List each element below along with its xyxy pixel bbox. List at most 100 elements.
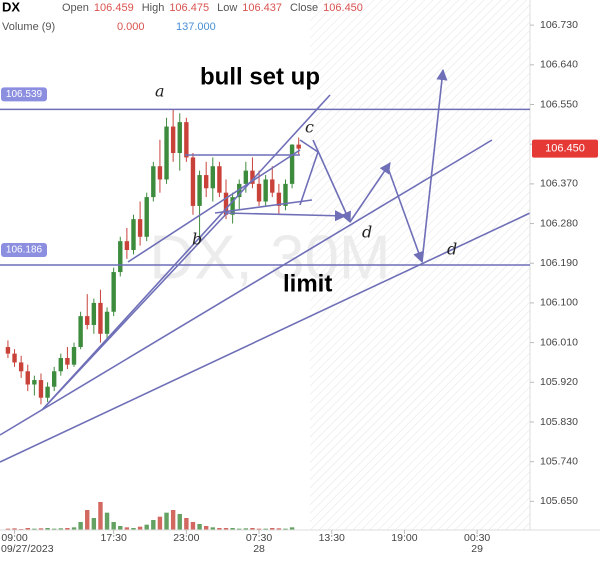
volume-bar xyxy=(111,522,116,530)
legend-value: 106.437 xyxy=(242,2,282,14)
trend-line xyxy=(41,94,331,411)
candle-body xyxy=(164,126,169,180)
annotation: b xyxy=(192,230,202,249)
legend-label: Open xyxy=(62,2,89,14)
annotation: c xyxy=(305,118,314,137)
y-tick-label: 106.010 xyxy=(540,336,578,348)
legend-value: 106.450 xyxy=(323,2,363,14)
trend-line xyxy=(0,212,531,463)
candle-body xyxy=(210,166,215,189)
volume-bar xyxy=(38,528,44,530)
x-tick-label: 17:30 xyxy=(101,532,127,544)
y-tick-label: 106.730 xyxy=(540,19,578,31)
volume-bar xyxy=(104,512,110,530)
candle-body xyxy=(91,302,97,325)
volume-bar xyxy=(270,528,275,530)
date-tick-label: 29 xyxy=(471,543,483,555)
candle-body xyxy=(296,144,301,149)
volume-bar xyxy=(45,528,50,530)
candle-body xyxy=(124,241,130,251)
candle-body xyxy=(217,166,222,193)
candle-body xyxy=(12,353,17,363)
y-tick-label: 105.650 xyxy=(540,495,578,507)
volume-bar xyxy=(25,528,30,530)
candle-body xyxy=(230,197,235,215)
candle-body xyxy=(197,175,202,206)
candle-body xyxy=(157,166,163,180)
volume-bar xyxy=(237,528,242,530)
legend-value: 106.475 xyxy=(169,2,209,14)
volume-bar xyxy=(184,518,189,530)
candle-body xyxy=(25,371,30,385)
volume-bar xyxy=(250,528,255,530)
volume-bar xyxy=(58,528,63,530)
level-label: 106.186 xyxy=(6,245,43,256)
x-tick-label: 13:30 xyxy=(319,532,345,544)
volume-bar xyxy=(65,528,70,530)
watermark: DX, 30M xyxy=(149,223,390,292)
last-price-label: 106.450 xyxy=(545,143,585,155)
volume-bar xyxy=(210,527,215,530)
header: DX xyxy=(2,0,20,14)
volume-bar xyxy=(32,528,37,530)
y-tick-label: 106.280 xyxy=(540,217,578,229)
volume-bar xyxy=(230,528,235,530)
candle-body xyxy=(71,347,77,365)
level-label: 106.539 xyxy=(6,89,43,100)
x-tick-label: 19:00 xyxy=(391,532,417,544)
volume-bar xyxy=(78,522,83,530)
last-price-badge xyxy=(532,139,598,158)
volume-bar xyxy=(12,528,17,530)
volume-bar xyxy=(243,528,249,530)
candle-body xyxy=(38,380,44,398)
candle-body xyxy=(32,380,37,385)
volume-bar xyxy=(223,528,229,530)
volume-bar xyxy=(263,528,268,530)
candle-body xyxy=(144,197,149,237)
candle-body xyxy=(58,358,63,372)
volume-bar xyxy=(164,512,169,530)
x-tick-label: 00:30 xyxy=(464,532,490,544)
volume-bar xyxy=(131,528,136,530)
volume-value: 137.000 xyxy=(176,21,216,33)
candle-body xyxy=(18,362,24,372)
y-tick-label: 106.190 xyxy=(540,257,578,269)
trend-line xyxy=(0,139,493,436)
candle-body xyxy=(5,347,11,354)
candle-body xyxy=(250,170,255,184)
annotation: d xyxy=(447,240,457,259)
candle-body xyxy=(170,126,176,154)
trend-line xyxy=(127,149,301,263)
candle-body xyxy=(276,192,282,206)
legend-label: High xyxy=(142,2,165,14)
volume-bar xyxy=(157,516,163,530)
candle-body xyxy=(270,179,275,193)
volume-bar xyxy=(85,510,90,530)
candle-body xyxy=(85,316,90,325)
candle-body xyxy=(111,272,116,312)
arrow xyxy=(387,167,424,264)
candle-body xyxy=(45,386,50,398)
candle-body xyxy=(51,371,57,387)
volume-bar xyxy=(71,527,77,530)
candle-body xyxy=(104,311,110,334)
candle-body xyxy=(263,179,268,202)
x-tick-label: 07:30 xyxy=(246,532,272,544)
y-tick-label: 105.920 xyxy=(540,376,578,388)
candle-body xyxy=(243,170,249,184)
candle-body xyxy=(223,192,229,215)
volume-bar xyxy=(137,526,143,530)
date-tick-label: 09/27/2023 xyxy=(1,543,54,555)
candle-body xyxy=(177,122,182,154)
volume-bar xyxy=(144,524,149,530)
volume-bar xyxy=(276,528,282,530)
candle-body xyxy=(203,175,209,189)
y-tick-label: 106.640 xyxy=(540,59,578,71)
y-tick-label: 106.370 xyxy=(540,178,578,190)
candle-body xyxy=(137,219,143,237)
y-tick-label: 105.830 xyxy=(540,416,578,428)
volume-label: Volume (9) xyxy=(2,21,55,33)
annotation: bull set up xyxy=(200,63,320,90)
